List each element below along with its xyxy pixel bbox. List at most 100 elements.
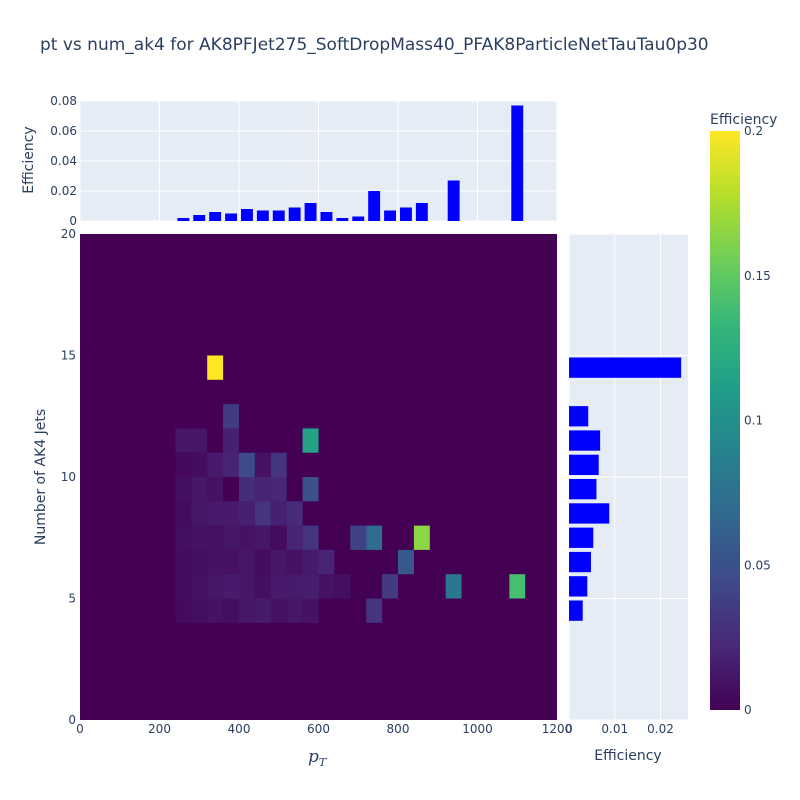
heatmap-x-ticks: 0 200 400 600 800 1000 1200 [76,722,572,736]
top-hist-grid [79,100,558,222]
heatmap-cells [175,355,526,623]
heatmap-cell [223,549,239,575]
heatmap-cell [175,574,192,599]
colorbar: Efficiency 0 0.05 0.1 0.15 0.2 [710,112,777,717]
right-hist-bar [569,576,588,597]
heatmap-cell [191,598,208,623]
heatmap-cell [270,477,287,502]
heatmap-cell [286,598,303,623]
heatmap-cell [509,574,526,599]
right-hist-x-label: Efficiency [594,748,661,764]
heatmap-cell [270,452,287,477]
right-histogram: 0 0.01 0.02 Efficiency [565,233,688,764]
top-hist-bars [177,105,524,221]
colorbar-tick-label: 0.1 [744,414,763,428]
heatmap-y-tick-label: 5 [68,592,76,606]
top-hist-y-ticks: 0 0.02 0.04 0.06 0.08 [50,94,77,228]
heatmap-cell [223,501,239,526]
heatmap-y-tick-label: 10 [61,470,76,484]
top-hist-bar [193,215,206,221]
heatmap-cell [239,501,255,526]
right-hist-x-ticks: 0 0.01 0.02 [565,722,674,736]
heatmap-y-tick-label: 0 [68,713,76,727]
heatmap-cell [207,477,224,502]
heatmap-cell [175,549,192,575]
heatmap-cell [223,428,239,453]
colorbar-tick-label: 0.05 [744,558,771,572]
heatmap-cell [223,574,239,599]
top-hist-bar [209,212,222,221]
top-hist-y-tick-label: 0.04 [50,154,77,168]
heatmap-cell [207,525,224,550]
heatmap-x-tick-label: 800 [387,722,410,736]
right-hist-bar [569,527,594,548]
heatmap-x-tick-label: 0 [76,722,84,736]
right-hist-bar [569,551,591,573]
heatmap-cell [270,525,287,550]
heatmap-cell [318,574,335,599]
heatmap-cell [175,501,192,526]
heatmap-cell [239,574,255,599]
heatmap-x-tick-label: 1000 [462,722,493,736]
heatmap-y-ticks: 0 5 10 15 20 [61,227,76,727]
right-hist-bar [569,454,599,475]
top-hist-bar [256,210,269,221]
heatmap-cell [334,574,351,599]
heatmap-cell [445,574,462,599]
heatmap-cell [191,525,208,550]
colorbar-ticks: 0 0.05 0.1 0.15 0.2 [744,124,771,717]
top-hist-bar [384,210,396,221]
top-hist-bar [272,210,285,221]
heatmap-cell [175,525,192,550]
heatmap-cell [207,598,224,623]
right-hist-bar [569,430,601,451]
heatmap-x-tick-label: 200 [148,722,171,736]
top-hist-bar [447,180,460,221]
right-hist-bar [569,503,610,524]
heatmap-cell [350,525,367,550]
top-hist-bar [511,105,524,221]
top-hist-y-tick-label: 0.08 [50,94,77,108]
heatmap-cell [239,525,255,550]
chart-title: pt vs num_ak4 for AK8PFJet275_SoftDropMa… [40,35,709,55]
heatmap-cell [191,428,208,453]
right-hist-x-tick-label: 0 [565,722,573,736]
heatmap-cell [254,525,271,550]
heatmap-cell [366,525,383,550]
heatmap-cell [254,549,271,575]
heatmap-x-tick-label: 600 [307,722,330,736]
top-hist-bar [336,218,349,221]
colorbar-tick-label: 0.15 [744,269,771,283]
heatmap-cell [382,574,398,599]
heatmap-y-tick-label: 20 [61,227,76,241]
heatmap-cell [191,501,208,526]
heatmap-cell [302,574,319,599]
heatmap-cell [191,549,208,575]
top-hist-y-tick-label: 0 [69,214,77,228]
right-hist-bars [569,357,682,621]
heatmap-cell [239,477,255,502]
heatmap-cell [207,549,224,575]
colorbar-title: Efficiency [710,112,777,128]
heatmap-cell [302,477,319,502]
heatmap-cell [318,549,335,575]
top-hist-bar [304,203,317,221]
heatmap-cell [207,501,224,526]
x-label-subscript: T [319,756,328,769]
right-hist-bar [569,357,682,378]
heatmap: 0 200 400 600 800 1000 1200 0 5 10 15 20 Number of… [33,227,572,769]
top-hist-y-tick-label: 0.06 [50,124,77,138]
heatmap-x-label: pT [308,747,328,769]
top-hist-bar [352,216,365,221]
top-hist-bar [368,191,381,221]
heatmap-cell [254,501,271,526]
heatmap-cell [191,452,208,477]
right-hist-x-tick-label: 0.01 [601,722,628,736]
heatmap-cell [207,452,224,477]
heatmap-cell [223,525,239,550]
right-hist-bar [569,479,597,500]
heatmap-cell [239,452,255,477]
heatmap-cell [398,549,414,575]
heatmap-cell [270,549,287,575]
